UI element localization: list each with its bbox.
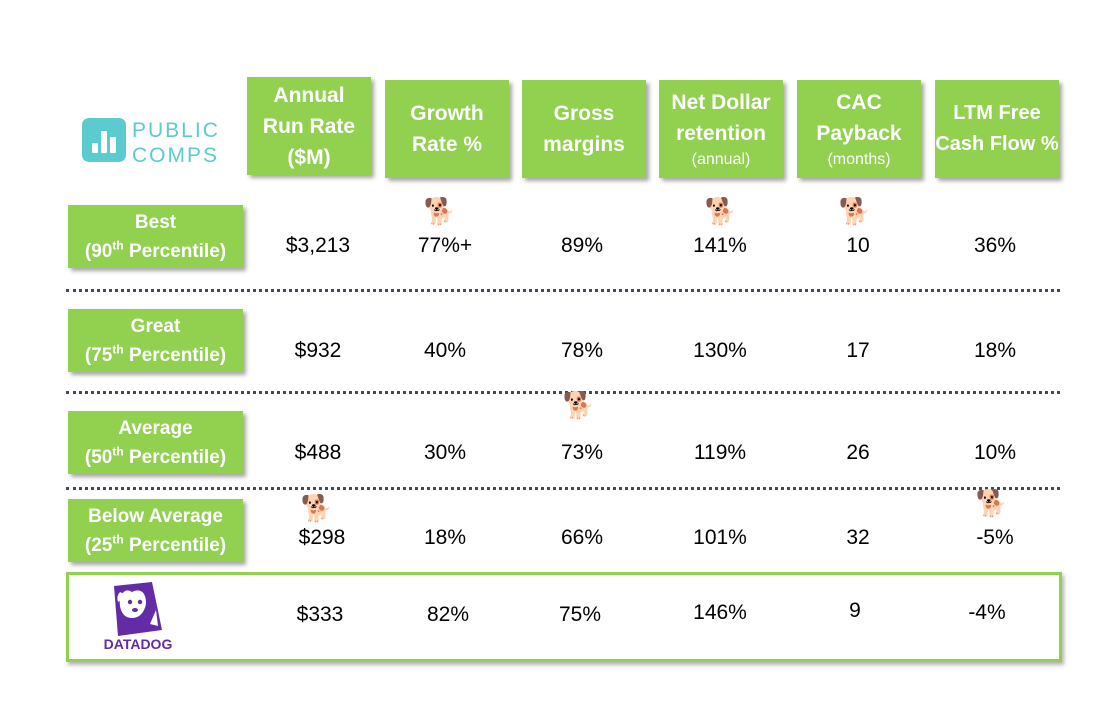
logo-line1: PUBLIC <box>132 119 220 142</box>
cell-great-fcf: 18% <box>973 339 1017 362</box>
dog-icon: 🐕 <box>423 196 457 226</box>
logo-line2: COMPS <box>132 144 220 167</box>
cell-great-growth: 40% <box>423 339 467 362</box>
cell-datadog-ndr: 146% <box>693 601 747 624</box>
cell-datadog-growth: 82% <box>426 603 470 626</box>
dog-icon: 🐕 <box>975 488 1009 518</box>
cell-great-ndr: 130% <box>693 339 747 362</box>
datadog-wordmark: DATADOG <box>103 636 173 652</box>
cell-average-growth: 30% <box>423 441 467 464</box>
row-label-average: Average (50th Percentile) <box>68 411 243 474</box>
dog-icon: 🐕 <box>562 390 596 420</box>
cell-below-average-growth: 18% <box>423 526 467 549</box>
cell-below-average-run-rate: $298 <box>298 526 346 549</box>
cell-datadog-cac: 9 <box>849 599 861 622</box>
cell-best-cac: 10 <box>846 234 870 257</box>
header-net-dollar-retention: Net Dollar retention (annual) <box>659 80 783 178</box>
header-run-rate: Annual Run Rate ($M) <box>247 77 371 175</box>
row-label-below-average: Below Average (25th Percentile) <box>68 499 243 562</box>
row-separator <box>66 487 1060 490</box>
dog-icon: 🐕 <box>704 196 738 226</box>
cell-best-growth: 77%+ <box>417 234 473 257</box>
cell-average-fcf: 10% <box>973 441 1017 464</box>
cell-best-run-rate: $3,213 <box>285 234 351 257</box>
datadog-dog-icon <box>114 582 162 636</box>
cell-great-run-rate: $932 <box>294 339 342 362</box>
row-label-best: Best (90th Percentile) <box>68 205 243 268</box>
header-growth-rate: Growth Rate % <box>385 80 509 178</box>
datadog-row <box>66 572 1062 662</box>
cell-average-gross-margin: 73% <box>560 441 604 464</box>
row-separator <box>66 289 1060 292</box>
dog-icon: 🐕 <box>300 493 334 523</box>
header-fcf: LTM Free Cash Flow % <box>935 80 1059 178</box>
cell-average-cac: 26 <box>846 441 870 464</box>
cell-datadog-fcf: -4% <box>968 601 1006 624</box>
cell-below-average-fcf: -5% <box>976 526 1014 549</box>
bar-chart-icon <box>82 118 126 162</box>
datadog-logo: DATADOG <box>100 580 176 652</box>
cell-datadog-gross-margin: 75% <box>558 603 602 626</box>
cell-best-fcf: 36% <box>973 234 1017 257</box>
header-cac-payback: CAC Payback (months) <box>797 80 921 178</box>
header-gross-margins: Gross margins <box>522 80 646 178</box>
cell-great-cac: 17 <box>846 339 870 362</box>
cell-below-average-cac: 32 <box>846 526 870 549</box>
dog-icon: 🐕 <box>838 196 872 226</box>
cell-best-gross-margin: 89% <box>560 234 604 257</box>
cell-below-average-gross-margin: 66% <box>560 526 604 549</box>
public-comps-logo: PUBLIC COMPS <box>82 118 232 168</box>
row-label-great: Great (75th Percentile) <box>68 309 243 372</box>
cell-datadog-run-rate: $333 <box>296 603 344 626</box>
row-separator <box>66 391 1060 394</box>
cell-best-ndr: 141% <box>693 234 747 257</box>
cell-average-ndr: 119% <box>693 441 747 464</box>
cell-great-gross-margin: 78% <box>560 339 604 362</box>
cell-average-run-rate: $488 <box>294 441 342 464</box>
cell-below-average-ndr: 101% <box>693 526 747 549</box>
